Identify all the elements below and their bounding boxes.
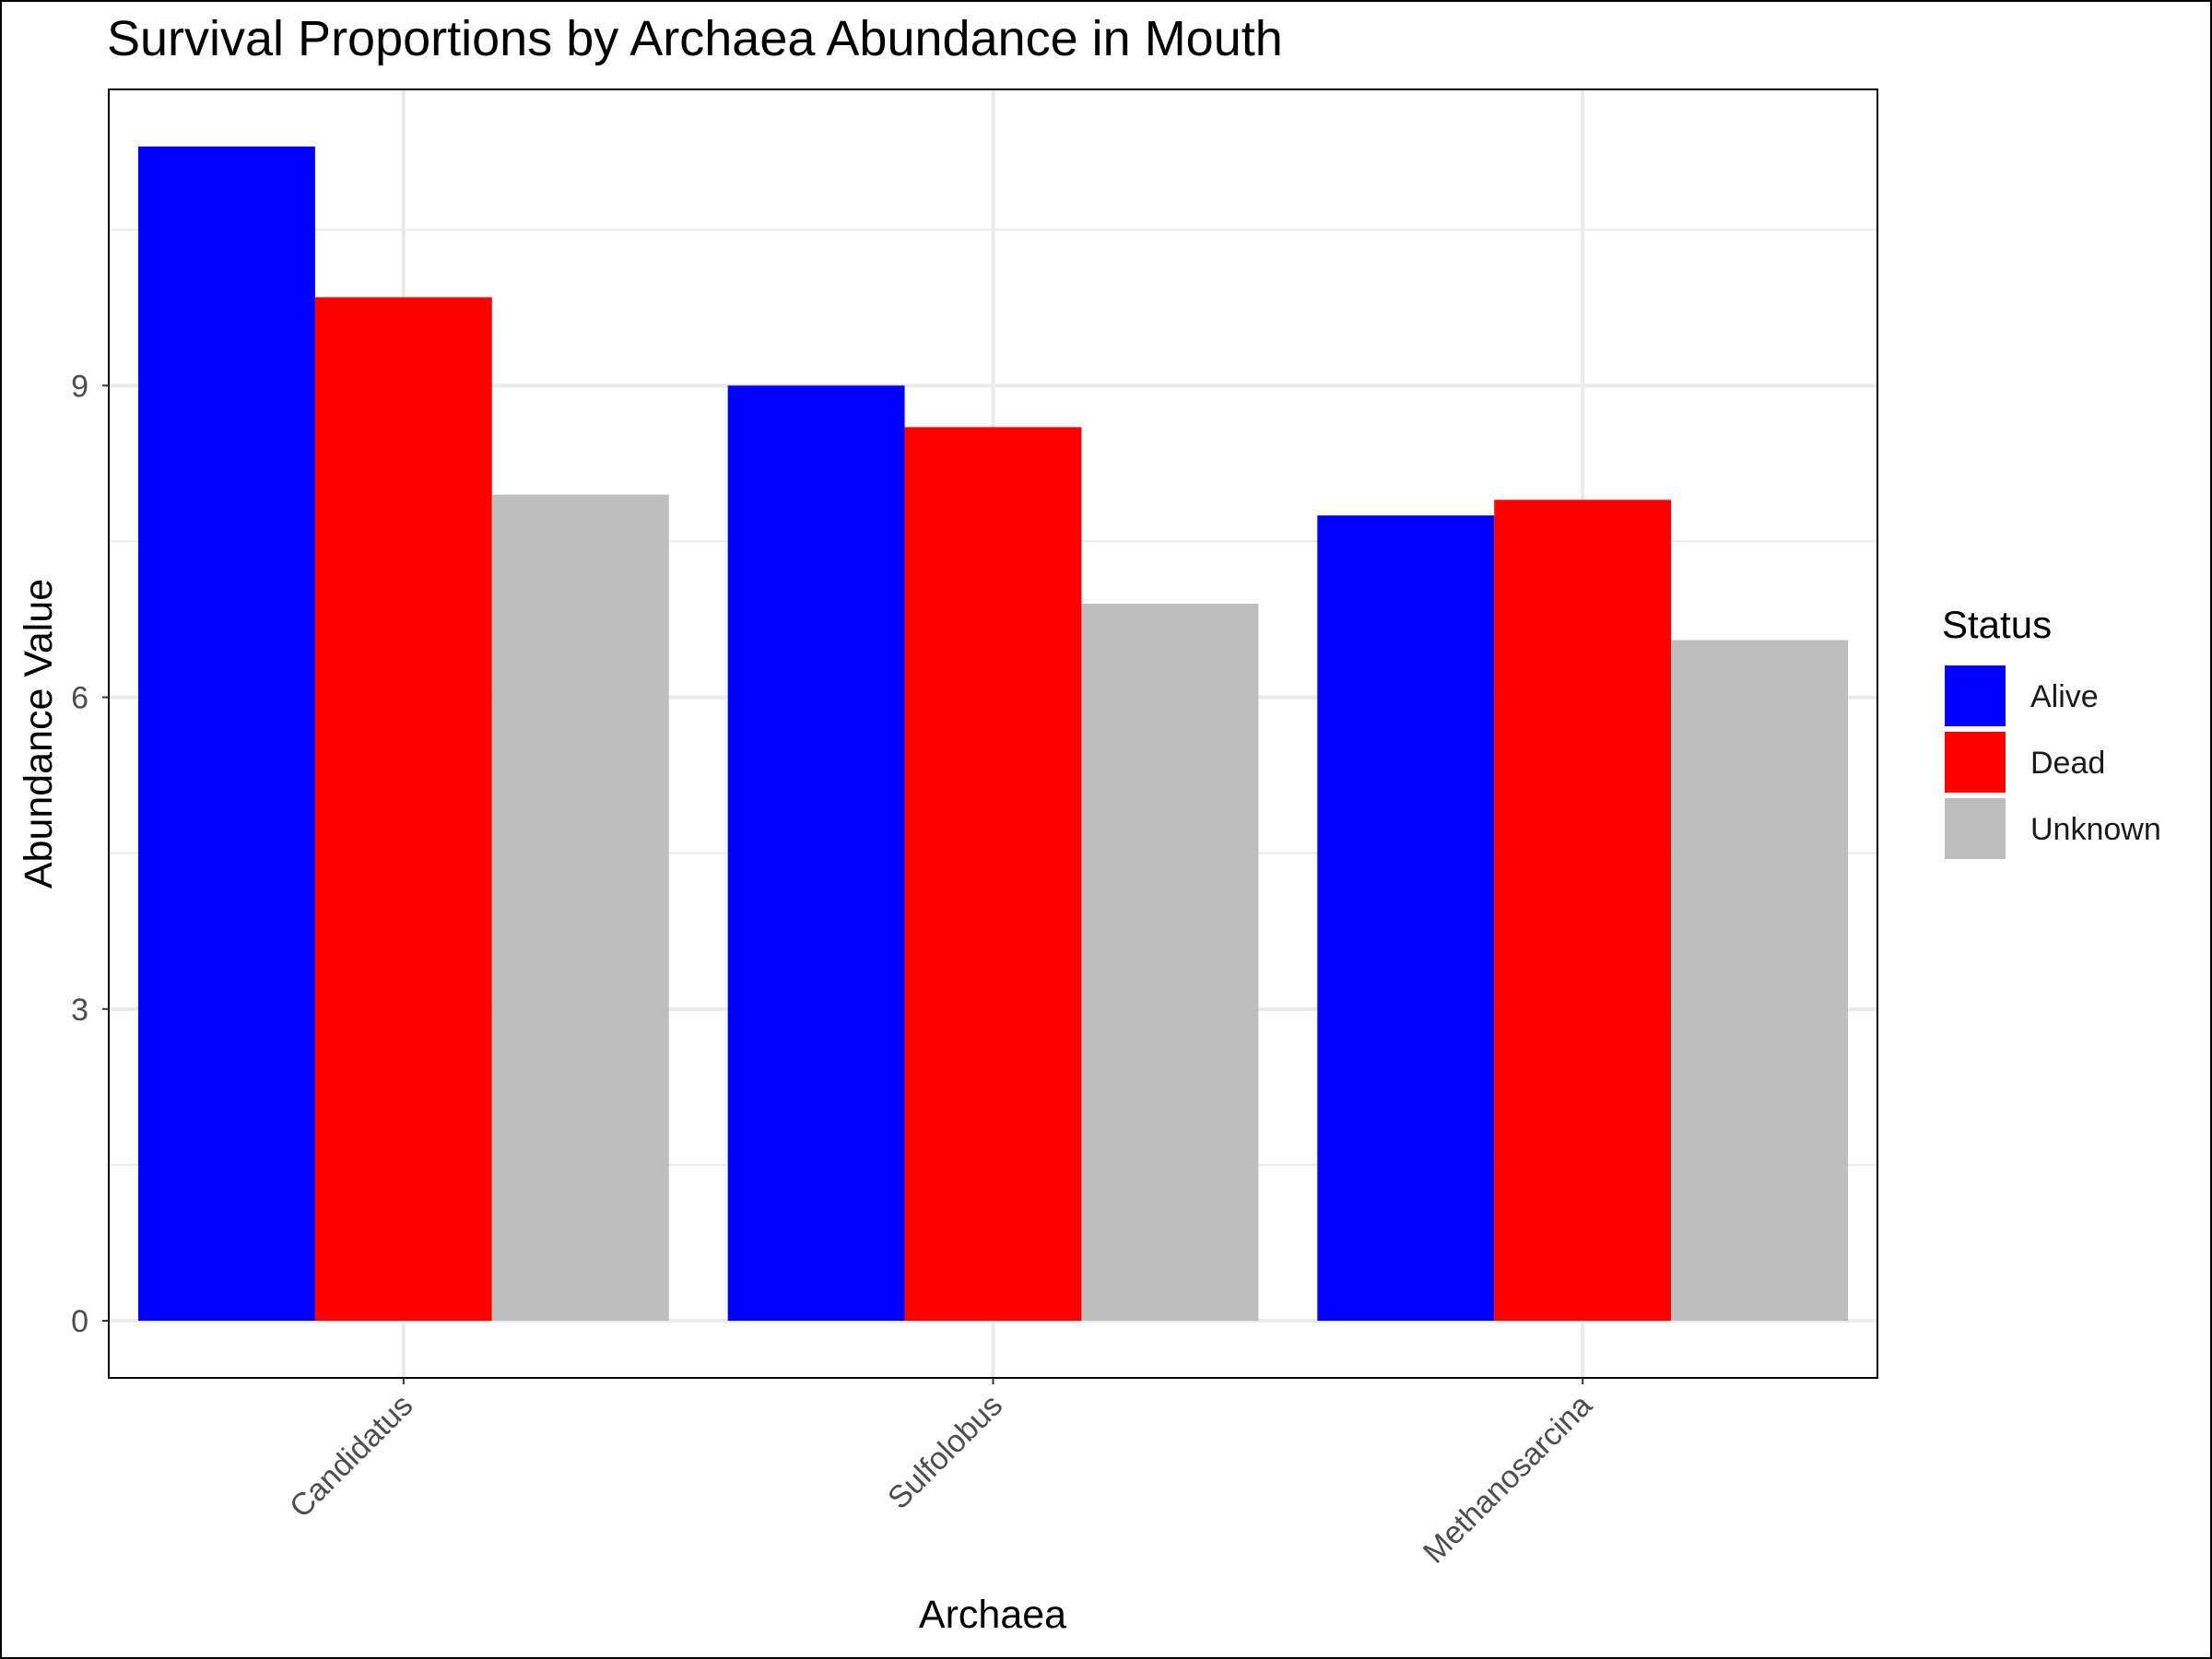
- legend-label-dead: Dead: [2030, 746, 2105, 781]
- y-axis-title: Abundance Value: [17, 579, 61, 888]
- bar-alive-sulfolobus: [727, 385, 905, 1321]
- legend-key-unknown: [1945, 798, 2006, 859]
- bar-dead-sulfolobus: [904, 427, 1082, 1321]
- legend: Status Alive Dead Unknown: [1942, 603, 2161, 859]
- bar-alive-methanosarcina: [1317, 515, 1495, 1321]
- x-tick-label: Methanosarcina: [1417, 1388, 1599, 1571]
- plot-panel: [108, 88, 1878, 1379]
- x-axis-title: Archaea: [919, 1593, 1066, 1637]
- legend-title: Status: [1942, 603, 2052, 646]
- x-tick-label: Candidatus: [283, 1388, 420, 1525]
- bars: [137, 147, 1849, 1321]
- y-tick-label: 0: [71, 1304, 88, 1339]
- chart-title: Survival Proportions by Archaea Abundanc…: [107, 11, 1283, 66]
- legend-items: Alive Dead Unknown: [1945, 665, 2161, 859]
- legend-key-alive: [1945, 665, 2006, 726]
- y-axis-ticks: 0 3 6 9: [71, 369, 109, 1339]
- legend-key-dead: [1945, 732, 2006, 793]
- bar-unknown-sulfolobus: [1081, 604, 1259, 1321]
- x-axis-ticks: Candidatus Sulfolobus Methanosarcina: [283, 1378, 1599, 1571]
- x-tick-label: Sulfolobus: [881, 1388, 1009, 1516]
- bar-unknown-methanosarcina: [1671, 640, 1849, 1321]
- bar-alive-candidatus: [137, 147, 315, 1321]
- y-tick-label: 6: [71, 681, 88, 716]
- bar-dead-candidatus: [314, 297, 492, 1321]
- bar-unknown-candidatus: [491, 494, 669, 1321]
- legend-label-unknown: Unknown: [2030, 812, 2161, 847]
- legend-label-alive: Alive: [2030, 679, 2099, 714]
- y-tick-label: 3: [71, 993, 88, 1028]
- y-tick-label: 9: [71, 369, 88, 404]
- bar-dead-methanosarcina: [1494, 500, 1672, 1321]
